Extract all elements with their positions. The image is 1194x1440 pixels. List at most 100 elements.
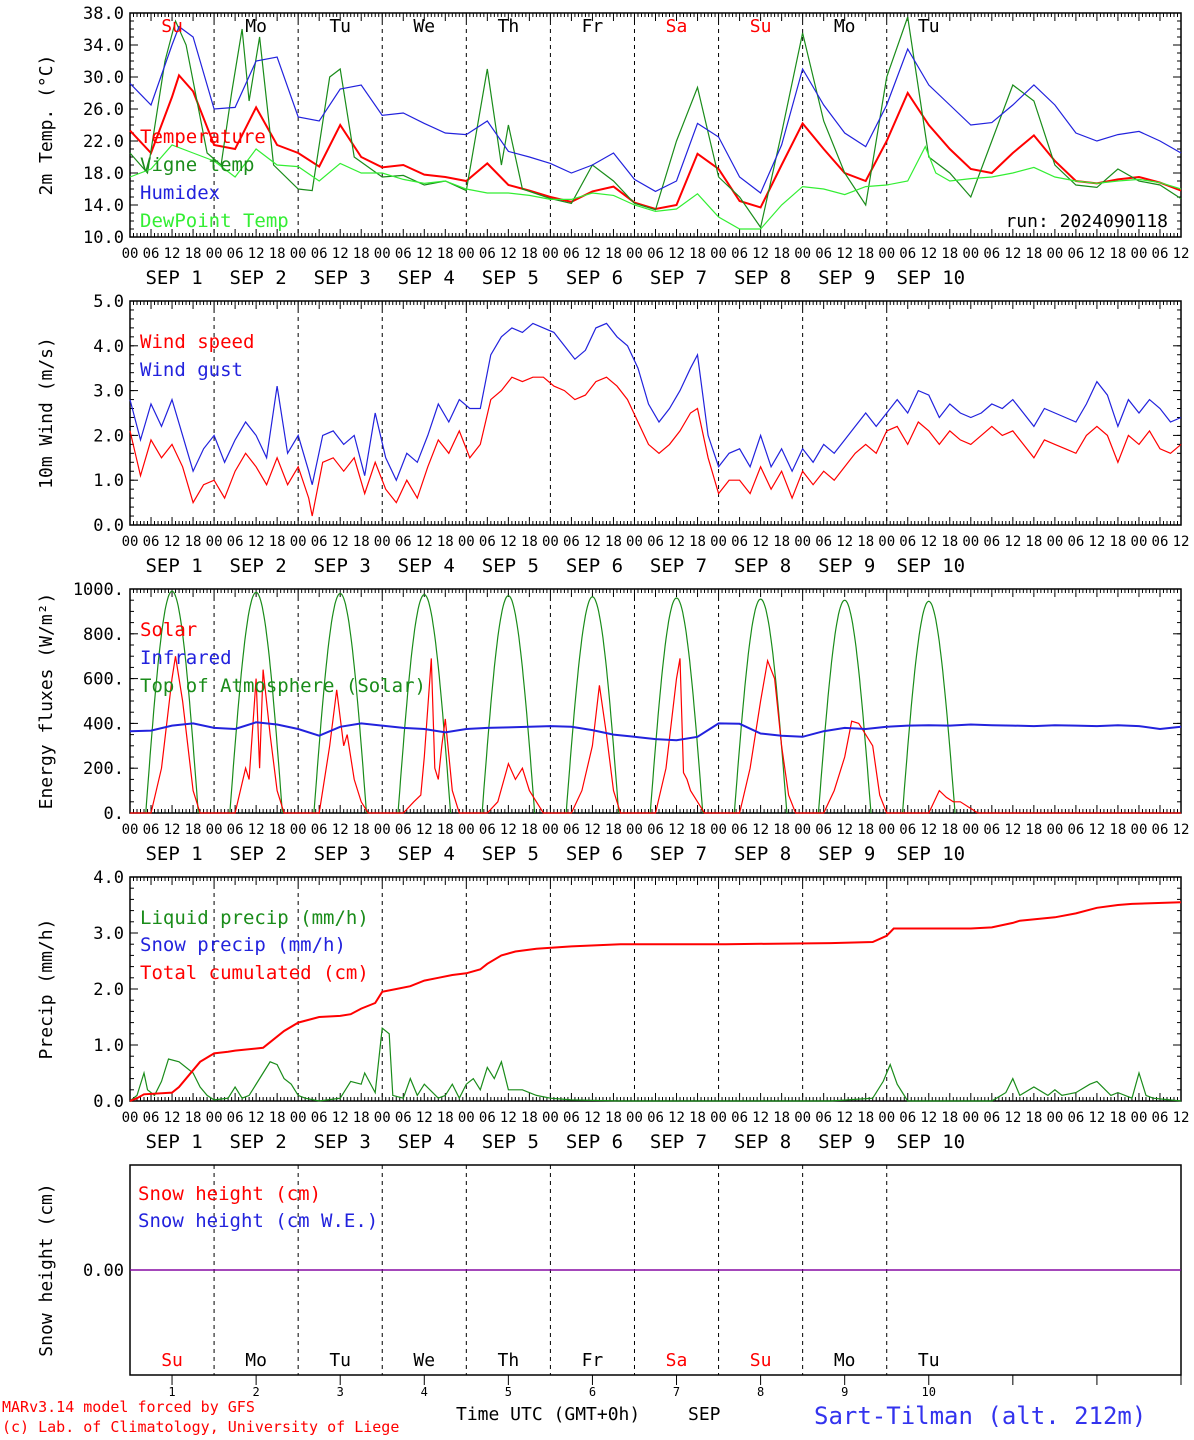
day-abbr-label: Mo (834, 1350, 856, 1371)
hour-label: 00 (962, 246, 979, 262)
hour-label: 00 (206, 1110, 223, 1126)
series-line-vigne-temp (129, 16, 1182, 229)
hour-label: 06 (395, 246, 412, 262)
hour-label: 18 (353, 822, 370, 838)
y-axis-label: Precip (mm/h) (36, 919, 57, 1060)
date-label: SEP 4 (398, 555, 455, 577)
hour-label: 00 (626, 534, 643, 550)
toa-solar-curve (817, 599, 872, 814)
hour-label: 06 (899, 246, 916, 262)
y-tick-label: 26.0 (83, 100, 124, 120)
y-tick-label: 4.0 (93, 868, 124, 888)
hour-label: 00 (122, 534, 139, 550)
day-number-label: 9 (841, 1385, 848, 1399)
hour-label: 12 (668, 1110, 685, 1126)
toa-solar-curve (565, 596, 620, 814)
hour-label: 00 (290, 1110, 307, 1126)
day-abbr-label: Th (498, 16, 520, 37)
hour-label: 12 (584, 246, 601, 262)
series-line-solar (130, 656, 1181, 814)
hour-label: 00 (1131, 534, 1148, 550)
hour-label: 06 (1067, 246, 1084, 262)
footer-station: Sart-Tilman (alt. 212m) (814, 1402, 1147, 1430)
hour-label: 18 (1110, 1110, 1127, 1126)
hour-label: 18 (437, 534, 454, 550)
date-label: SEP 6 (566, 555, 623, 577)
date-label: SEP 6 (566, 267, 623, 289)
y-tick-label: 1000. (73, 580, 124, 600)
day-number-label: 1 (168, 1385, 175, 1399)
hour-label: 12 (500, 1110, 517, 1126)
hour-label: 00 (878, 246, 895, 262)
hour-label: 00 (206, 534, 223, 550)
hour-label: 00 (962, 534, 979, 550)
hour-label: 18 (941, 534, 958, 550)
hour-label: 00 (1046, 246, 1063, 262)
hour-label: 06 (1152, 246, 1169, 262)
hour-label: 12 (416, 534, 433, 550)
hour-label: 00 (206, 822, 223, 838)
hour-label: 12 (752, 246, 769, 262)
date-label: SEP 9 (818, 555, 875, 577)
date-label: SEP 9 (818, 843, 875, 865)
hour-label: 12 (332, 822, 349, 838)
hour-label: 12 (164, 534, 181, 550)
hour-label: 00 (206, 246, 223, 262)
hour-label: 18 (773, 822, 790, 838)
hour-label: 06 (983, 246, 1000, 262)
hour-label: 12 (752, 534, 769, 550)
day-abbr-label: Mo (245, 1350, 267, 1371)
hour-label: 06 (815, 822, 832, 838)
hour-label: 12 (332, 534, 349, 550)
hour-label: 18 (1110, 822, 1127, 838)
date-label: SEP 3 (314, 843, 371, 865)
hour-label: 06 (563, 246, 580, 262)
day-abbr-label: Mo (245, 16, 267, 37)
hour-label: 12 (920, 534, 937, 550)
hour-label: 00 (962, 1110, 979, 1126)
hour-label: 06 (983, 534, 1000, 550)
y-tick-label: 5.0 (93, 292, 124, 312)
date-label: SEP 5 (482, 843, 539, 865)
hour-label: 18 (857, 822, 874, 838)
hour-label: 12 (1004, 534, 1021, 550)
date-label: SEP 6 (566, 843, 623, 865)
hour-label: 06 (731, 246, 748, 262)
toa-solar-curve (397, 593, 452, 814)
y-tick-label: 2.0 (93, 426, 124, 446)
day-number-label: 10 (922, 1385, 936, 1399)
day-number-label: 8 (757, 1385, 764, 1399)
hour-label: 18 (521, 246, 538, 262)
y-tick-label: 38.0 (83, 4, 124, 24)
hour-label: 00 (122, 822, 139, 838)
hour-label: 18 (689, 246, 706, 262)
hour-label: 12 (1088, 822, 1105, 838)
hour-label: 12 (332, 1110, 349, 1126)
hour-label: 06 (815, 1110, 832, 1126)
hour-label: 18 (605, 246, 622, 262)
y-tick-label: 0. (104, 804, 124, 824)
hour-label: 06 (1067, 1110, 1084, 1126)
hour-label: 06 (395, 1110, 412, 1126)
hour-label: 06 (563, 822, 580, 838)
hour-label: 00 (878, 1110, 895, 1126)
date-label: SEP 6 (566, 1131, 623, 1153)
hour-label: 06 (899, 1110, 916, 1126)
hour-label: 18 (185, 534, 202, 550)
hour-label: 06 (479, 246, 496, 262)
run-label: run: 2024090118 (1005, 211, 1168, 232)
hour-label: 12 (1004, 1110, 1021, 1126)
hour-label: 06 (311, 534, 328, 550)
hour-label: 00 (626, 822, 643, 838)
hour-label: 18 (857, 1110, 874, 1126)
y-axis-label: Snow height (cm) (36, 1183, 57, 1356)
hour-label: 06 (647, 1110, 664, 1126)
legend-entry: Humidex (140, 182, 220, 204)
hour-label: 00 (710, 822, 727, 838)
date-label: SEP 3 (314, 267, 371, 289)
hour-label: 06 (983, 822, 1000, 838)
hour-label: 12 (668, 534, 685, 550)
hour-label: 06 (1067, 534, 1084, 550)
y-tick-label: 3.0 (93, 924, 124, 944)
day-abbr-label: Tu (918, 16, 940, 37)
